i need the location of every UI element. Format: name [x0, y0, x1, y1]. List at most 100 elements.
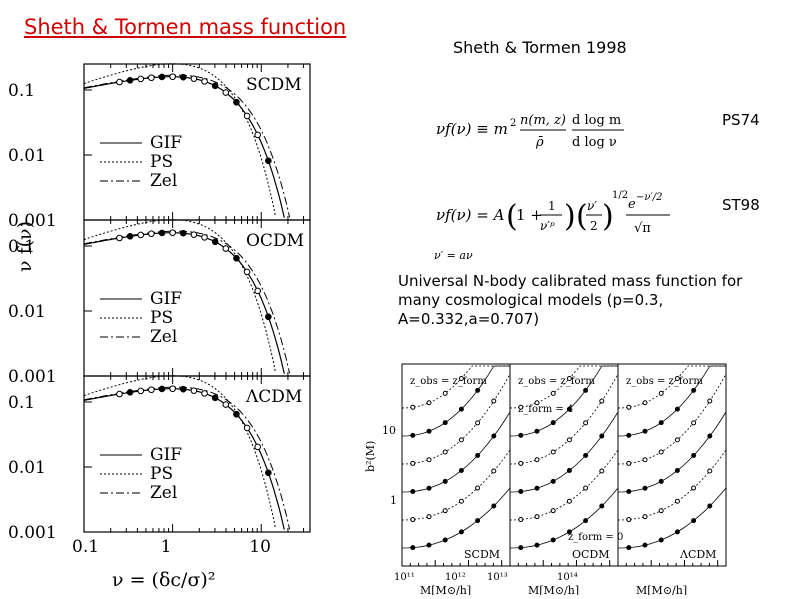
legend-entry: PS — [150, 152, 173, 172]
zel-curve — [83, 74, 291, 218]
left-panel-frame — [83, 375, 311, 533]
st98-paren2-close: ) — [602, 199, 614, 234]
right-data-point — [583, 387, 589, 393]
right-data-point — [691, 518, 697, 524]
data-point — [243, 112, 251, 120]
right-xlabel: M[M⊙/h] — [636, 584, 687, 595]
right-data-point — [674, 529, 680, 535]
st98-exp-term: e — [628, 197, 636, 212]
right-data-point — [550, 537, 556, 543]
data-point — [158, 385, 166, 393]
right-data-point — [674, 437, 680, 443]
right-data-point — [491, 433, 497, 439]
ps74-num1: n(m, z) — [520, 113, 566, 128]
right-data-point — [691, 420, 697, 426]
data-point — [158, 229, 166, 237]
right-ylabel: b²(M) — [364, 440, 377, 472]
right-xlabel: M[M⊙/h] — [420, 584, 471, 595]
right-data-point — [691, 485, 697, 491]
data-point — [211, 394, 219, 402]
data-point — [190, 387, 198, 394]
data-point — [201, 78, 208, 85]
right-data-point — [599, 503, 605, 509]
right-data-point — [458, 437, 464, 443]
right-data-point — [658, 537, 664, 543]
right-data-point — [658, 478, 664, 484]
right-panel-note: z_obs = z_form — [518, 376, 595, 387]
data-point — [116, 390, 123, 398]
right-data-point — [518, 460, 524, 466]
zel-curve — [83, 386, 291, 530]
right-data-point — [550, 478, 556, 484]
data-point — [243, 424, 251, 432]
right-data-point — [550, 390, 556, 396]
right-data-point — [442, 537, 448, 543]
y-tick-label: 0.001 — [8, 367, 57, 387]
st98-sqrtpi: √π — [634, 221, 651, 236]
legend-entry: Zel — [150, 483, 177, 503]
data-point — [190, 231, 198, 238]
right-data-point — [566, 529, 572, 535]
data-point — [179, 229, 187, 237]
right-data-point — [658, 390, 664, 396]
left-ylabel: ν f(ν) — [14, 221, 36, 272]
y-tick-label: 0.001 — [8, 211, 57, 231]
right-curve — [617, 365, 726, 409]
right-curve — [509, 365, 618, 409]
right-data-point — [442, 390, 448, 396]
right-data-point — [566, 406, 572, 412]
right-figure: SCDM z_obs = z_form OCDM z_obs = z_form z_fo… — [360, 352, 790, 597]
right-data-point — [534, 400, 540, 406]
ps74-equation-graphic: νf(ν) ≡ m 2 n(m, z) ρ̄ d log m d log ν — [436, 113, 624, 150]
y-tick-label: 0.01 — [8, 146, 46, 166]
right-data-point — [426, 485, 432, 491]
right-data-point — [658, 508, 664, 514]
y-tick-label: 0.1 — [8, 393, 35, 413]
data-point — [116, 234, 123, 242]
right-data-point — [442, 420, 448, 426]
right-data-point — [426, 457, 432, 463]
right-panel-note2: z_form = 4 — [518, 404, 573, 415]
st98-frac-den: ν′ᵖ — [540, 219, 555, 233]
right-data-point — [599, 398, 605, 404]
right-data-point — [707, 468, 713, 474]
right-figure-plot: SCDM z_obs = z_form OCDM z_obs = z_form z_fo… — [382, 363, 727, 597]
slide-title: Sheth & Tormen mass function — [24, 15, 347, 39]
right-data-point — [410, 460, 416, 466]
data-point — [265, 469, 272, 477]
right-curve — [401, 411, 511, 493]
st98-paren2-open: ( — [576, 199, 588, 234]
st98-equation: νf(ν) = A ( 1 + 1 ν′ᵖ ) ( ν′ 2 ) 1/2 e −… — [436, 186, 696, 242]
legend-entry: GIF — [150, 133, 182, 153]
right-data-point — [674, 468, 680, 474]
right-panel-model: OCDM — [572, 548, 610, 561]
description-text: Universal N-body calibrated mass functio… — [398, 272, 743, 328]
right-curve — [617, 487, 727, 549]
ps74-equation: νf(ν) ≡ m 2 n(m, z) ρ̄ d log m d log ν — [436, 104, 636, 154]
right-data-point — [583, 485, 589, 491]
right-panel-note3: z_form = 0 — [568, 532, 623, 543]
st98-exp-power: −ν′/2 — [636, 192, 662, 203]
legend-entry: Zel — [150, 327, 177, 347]
right-curve — [401, 365, 510, 437]
panel-model-label: OCDM — [246, 231, 304, 251]
right-curve — [401, 365, 510, 409]
data-point — [265, 313, 272, 321]
right-data-point — [566, 498, 572, 504]
right-data-point — [626, 545, 632, 551]
right-data-point — [707, 503, 713, 509]
data-point — [254, 443, 262, 451]
data-point — [126, 77, 134, 84]
right-data-point — [583, 518, 589, 524]
data-point — [148, 230, 155, 238]
nuprime-equation: ν′ = aν — [434, 249, 473, 262]
st98-lhs: νf(ν) = A — [436, 206, 505, 224]
right-curve — [509, 365, 618, 437]
legend-entry: Zel — [150, 171, 177, 191]
data-point — [190, 75, 198, 82]
right-data-point — [410, 517, 416, 523]
data-point — [116, 78, 123, 86]
right-curve — [509, 411, 619, 493]
right-data-point — [518, 545, 524, 551]
st98-exp: 1/2 — [612, 190, 628, 201]
